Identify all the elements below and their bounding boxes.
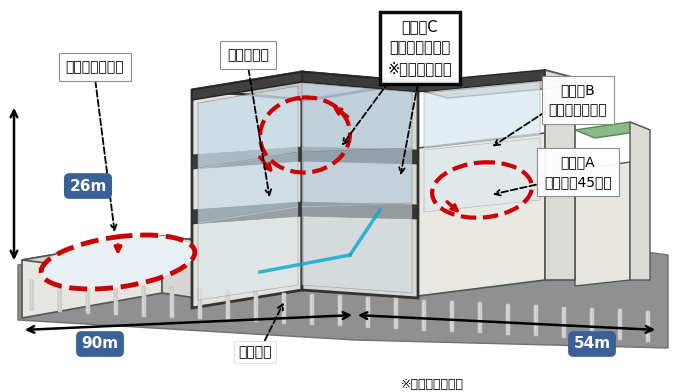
- Polygon shape: [254, 291, 257, 321]
- Polygon shape: [192, 72, 302, 100]
- Polygon shape: [646, 311, 649, 341]
- Polygon shape: [302, 202, 418, 219]
- Text: 線形加速器: 線形加速器: [227, 48, 269, 62]
- Polygon shape: [506, 304, 509, 334]
- Polygon shape: [198, 152, 298, 223]
- Polygon shape: [114, 284, 117, 314]
- Polygon shape: [192, 72, 302, 308]
- Text: 90m: 90m: [82, 336, 118, 352]
- Polygon shape: [198, 86, 298, 169]
- Polygon shape: [18, 213, 668, 348]
- Polygon shape: [170, 287, 173, 317]
- Polygon shape: [192, 202, 302, 224]
- Polygon shape: [226, 290, 229, 320]
- Text: イオン源: イオン源: [238, 345, 272, 359]
- Polygon shape: [302, 147, 418, 164]
- Text: 治療室A
（水平・45度）: 治療室A （水平・45度）: [544, 155, 612, 189]
- Polygon shape: [418, 70, 545, 92]
- Polygon shape: [618, 309, 621, 339]
- Polygon shape: [192, 147, 302, 169]
- Polygon shape: [418, 70, 575, 90]
- Polygon shape: [38, 244, 210, 276]
- Polygon shape: [424, 82, 540, 148]
- Polygon shape: [192, 72, 418, 100]
- Polygon shape: [418, 133, 545, 296]
- Polygon shape: [302, 83, 412, 152]
- Polygon shape: [338, 296, 341, 325]
- Polygon shape: [198, 289, 201, 318]
- Text: ※大成建設㈱提供: ※大成建設㈱提供: [401, 377, 464, 390]
- Polygon shape: [478, 302, 481, 332]
- Polygon shape: [630, 122, 650, 280]
- Polygon shape: [418, 78, 575, 98]
- Polygon shape: [310, 294, 313, 324]
- Text: シンクロトロン: シンクロトロン: [66, 60, 125, 74]
- Polygon shape: [545, 70, 575, 280]
- Polygon shape: [58, 281, 61, 311]
- Polygon shape: [394, 298, 397, 328]
- Polygon shape: [575, 162, 630, 286]
- Polygon shape: [22, 236, 210, 266]
- Polygon shape: [162, 236, 210, 300]
- Polygon shape: [302, 203, 412, 293]
- Polygon shape: [86, 283, 89, 313]
- Polygon shape: [22, 236, 162, 318]
- Text: 54m: 54m: [574, 336, 610, 352]
- Polygon shape: [142, 286, 145, 316]
- Polygon shape: [424, 138, 540, 212]
- Polygon shape: [302, 72, 418, 92]
- Polygon shape: [302, 148, 412, 207]
- Polygon shape: [590, 308, 593, 338]
- Text: 26m: 26m: [69, 178, 107, 194]
- Polygon shape: [534, 305, 537, 335]
- Polygon shape: [30, 280, 33, 310]
- Ellipse shape: [42, 235, 195, 289]
- Polygon shape: [198, 206, 298, 300]
- Polygon shape: [575, 122, 650, 138]
- Polygon shape: [450, 301, 453, 331]
- Polygon shape: [366, 297, 369, 327]
- Polygon shape: [562, 307, 565, 337]
- Polygon shape: [282, 292, 285, 323]
- Polygon shape: [422, 299, 425, 330]
- Text: 治療室C
（水平・垂直）
※今回受注対象: 治療室C （水平・垂直） ※今回受注対象: [388, 20, 453, 76]
- Polygon shape: [302, 72, 418, 298]
- Text: 治療室B
（水平・垂直）: 治療室B （水平・垂直）: [549, 83, 608, 117]
